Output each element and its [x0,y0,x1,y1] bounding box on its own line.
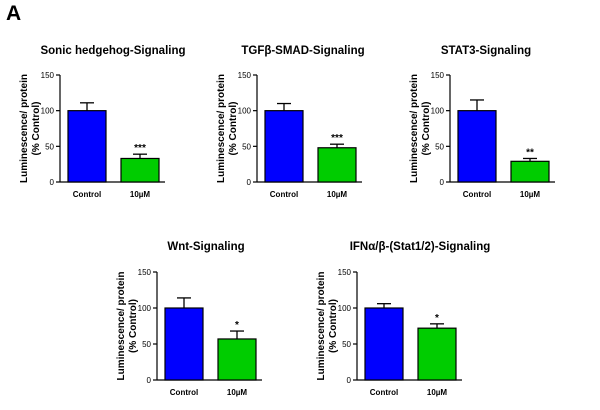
significance-marker: *** [331,133,343,144]
y-tick-label: 150 [41,71,55,80]
bar-treatment [317,147,357,183]
x-category-label: Control [270,190,298,199]
y-axis-label: Luminescence/ protein [116,272,127,381]
bar-control [67,110,107,183]
y-tick-label: 50 [435,142,444,151]
chart-title: IFNα/β-(Stat1/2)-Signaling [350,241,491,253]
y-tick-label: 100 [338,304,352,313]
y-axis-label: Luminescence/ protein [316,272,327,381]
bar-treatment [417,327,457,381]
y-axis-label-unit: (% Control) [328,299,339,353]
bar-treatment [510,160,550,183]
chart-title: STAT3-Signaling [441,45,531,57]
y-tick-label: 100 [431,107,445,116]
y-tick-label: 50 [142,340,151,349]
y-tick-label: 50 [242,142,251,151]
significance-marker: ** [526,147,534,158]
y-tick-label: 0 [347,376,352,385]
chart-1: Sonic hedgehog-Signaling Luminescence/ pr… [19,45,186,199]
significance-marker: *** [134,143,146,154]
y-axis-label-unit: (% Control) [128,299,139,353]
y-tick-label: 50 [342,340,351,349]
y-tick-label: 100 [238,107,252,116]
x-category-label: Control [463,190,491,199]
bar-control [364,307,404,381]
y-tick-label: 150 [138,268,152,277]
y-tick-label: 150 [431,71,445,80]
y-tick-label: 0 [147,376,152,385]
y-axis-label: Luminescence/ protein [409,74,420,183]
bar-control [264,110,304,183]
x-category-label: 10µM [520,190,541,199]
x-category-label: 10µM [327,190,348,199]
x-category-label: 10µM [227,388,248,397]
chart-4: Wnt-Signaling Luminescence/ protein (% Con… [116,241,262,397]
y-tick-label: 0 [440,178,445,187]
x-category-label: Control [73,190,101,199]
significance-marker: * [435,313,439,324]
y-tick-label: 0 [50,178,55,187]
x-category-label: 10µM [427,388,448,397]
y-tick-label: 50 [45,142,54,151]
bar-control [164,307,204,381]
chart-3: STAT3-Signaling Luminescence/ protein (% C… [409,45,555,199]
y-tick-label: 100 [138,304,152,313]
bar-control [457,110,497,183]
y-tick-label: 150 [338,268,352,277]
x-category-label: 10µM [130,190,151,199]
y-axis-label: Luminescence/ protein [19,74,30,183]
panel-label: A [6,2,22,25]
y-tick-label: 100 [41,107,55,116]
x-category-label: Control [370,388,398,397]
chart-5: IFNα/β-(Stat1/2)-Signaling Luminescence/ … [316,241,490,397]
x-category-label: Control [170,388,198,397]
chart-title: TGFβ-SMAD-Signaling [241,45,364,57]
chart-title: Wnt-Signaling [167,241,244,253]
bar-treatment [217,338,257,381]
y-axis-label-unit: (% Control) [31,102,42,156]
y-tick-label: 0 [247,178,252,187]
y-axis-label-unit: (% Control) [421,102,432,156]
bar-treatment [120,157,160,183]
significance-marker: * [235,320,239,331]
y-axis-label: Luminescence/ protein [216,74,227,183]
chart-2: TGFβ-SMAD-Signaling Luminescence/ protein… [216,45,365,199]
y-axis-label-unit: (% Control) [228,102,239,156]
y-tick-label: 150 [238,71,252,80]
chart-title: Sonic hedgehog-Signaling [40,45,185,57]
